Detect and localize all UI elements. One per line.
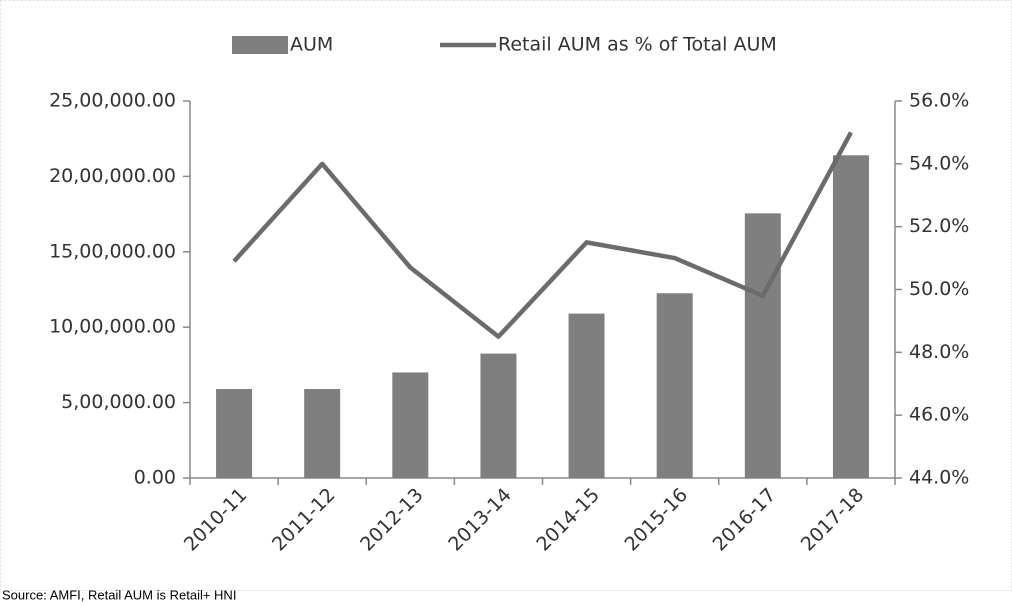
bar [392,372,429,478]
x-tick-label: 2011-12 [268,484,340,556]
y-tick-label: 20,00,000.00 [49,165,176,187]
y2-tick-label: 50.0% [909,278,969,300]
line [232,131,853,339]
bar [832,155,869,478]
x-tick-label: 2013-14 [444,484,516,556]
y2-tick-label: 46.0% [909,404,969,426]
y2-tick-label: 44.0% [909,467,969,489]
source-note: Source: AMFI, Retail AUM is Retail+ HNI [2,587,236,602]
y-tick-label: 0.00 [134,467,176,489]
x-tick-label: 2014-15 [532,484,604,556]
x-tick-label: 2015-16 [620,484,692,556]
y-tick-label: 25,00,000.00 [49,90,176,112]
x-tick-label: 2016-17 [709,484,781,556]
legend-label: AUM [290,34,333,56]
legend-label: Retail AUM as % of Total AUM [498,34,777,56]
legend-swatch [232,36,288,54]
bar [656,293,693,478]
y-tick-label: 10,00,000.00 [49,316,176,338]
y2-tick-label: 54.0% [909,152,969,174]
bar [480,353,517,478]
y2-tick-label: 56.0% [909,90,969,112]
y2-tick-label: 48.0% [909,341,969,363]
y2-tick-label: 52.0% [909,215,969,237]
x-tick-label: 2012-13 [356,484,428,556]
bar [568,313,605,478]
x-tick-label: 2010-11 [180,484,252,556]
x-tick-label: 2017-18 [797,484,869,556]
bar [744,213,781,478]
bar [216,389,253,478]
y-tick-label: 5,00,000.00 [61,391,176,413]
bar [304,389,341,478]
y-tick-label: 15,00,000.00 [49,240,176,262]
